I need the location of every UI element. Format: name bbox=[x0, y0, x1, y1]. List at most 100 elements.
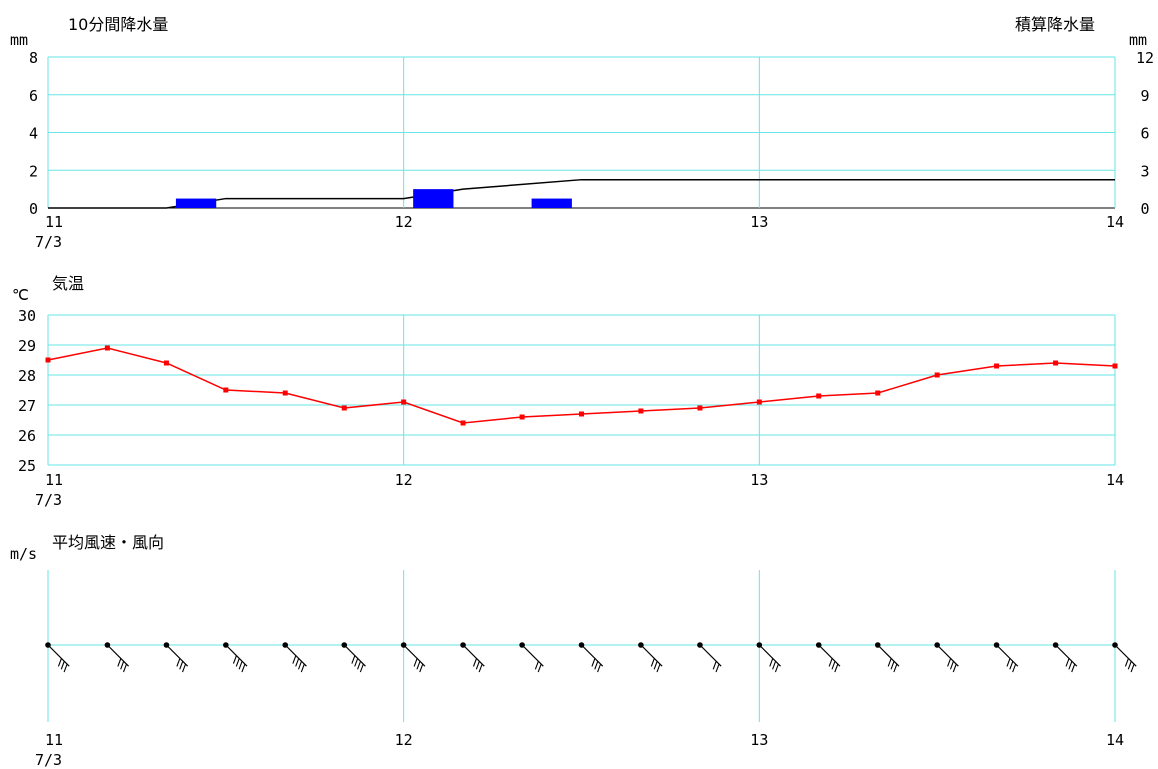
wind-barb-feather bbox=[949, 661, 954, 670]
y2-tick-label: 0 bbox=[1140, 200, 1149, 218]
wind-barb-feather bbox=[238, 661, 243, 670]
wind-barb-staff bbox=[1055, 644, 1078, 667]
wind-barb-feather bbox=[1068, 661, 1073, 670]
wind-barb bbox=[104, 642, 130, 673]
wind-barb-feather bbox=[656, 663, 661, 673]
y2-tick-label: 12 bbox=[1136, 49, 1154, 67]
temp-point bbox=[934, 372, 940, 378]
temp-point bbox=[1053, 360, 1059, 366]
wind-barb bbox=[934, 642, 959, 673]
temp-point bbox=[104, 345, 110, 351]
precip-bar bbox=[413, 189, 454, 208]
wind-barb-staff bbox=[47, 644, 70, 667]
temp-y-ticks: 30 29 28 27 26 25 bbox=[18, 307, 36, 475]
wind-barb-feather bbox=[893, 663, 898, 673]
wind-barb bbox=[460, 642, 485, 673]
wind-barb bbox=[993, 642, 1019, 673]
y-tick-label: 0 bbox=[29, 200, 38, 218]
temp-point bbox=[45, 357, 51, 363]
temp-point bbox=[282, 390, 288, 396]
precip-bar bbox=[531, 198, 572, 208]
wind-barb-feather bbox=[235, 658, 240, 667]
y-tick-label: 2 bbox=[29, 162, 38, 180]
wind-barb-feather bbox=[828, 658, 833, 667]
temp-point bbox=[163, 360, 169, 366]
temp-point bbox=[341, 405, 347, 411]
y-tick-label: 30 bbox=[18, 307, 36, 325]
wind-barb-feather bbox=[179, 661, 184, 670]
wind-barb bbox=[282, 642, 307, 673]
y2-tick-label: 6 bbox=[1140, 125, 1149, 143]
wind-barb-feather bbox=[472, 658, 478, 667]
temp-y-unit: ℃ bbox=[12, 286, 29, 304]
temp-line bbox=[45, 345, 1118, 426]
wind-barb bbox=[223, 642, 248, 673]
wind-barb-staff bbox=[936, 644, 959, 667]
precip-bar bbox=[175, 198, 217, 208]
wind-barb-staff bbox=[521, 644, 544, 667]
x-tick-label: 12 bbox=[395, 471, 413, 489]
wind-barb-feather bbox=[650, 658, 655, 667]
temp-point bbox=[875, 390, 881, 396]
wind-date-label: 7/3 bbox=[35, 751, 62, 769]
precip-bars bbox=[175, 189, 572, 208]
wind-barb-feather bbox=[351, 655, 356, 664]
wind-barb-feather bbox=[774, 663, 779, 673]
wind-barb bbox=[163, 642, 189, 673]
y-tick-label: 28 bbox=[18, 367, 36, 385]
precip-title: 10分間降水量 bbox=[68, 15, 168, 34]
wind-barb-feather bbox=[887, 658, 892, 667]
precip-grid bbox=[47, 56, 1116, 209]
wind-barb-feather bbox=[295, 658, 300, 667]
temp-point bbox=[579, 411, 584, 417]
wind-barb bbox=[400, 642, 426, 673]
wind-barb-feather bbox=[357, 661, 362, 670]
y-tick-label: 8 bbox=[29, 49, 38, 67]
wind-barb bbox=[697, 642, 722, 673]
wind-barb-feather bbox=[354, 658, 359, 667]
wind-barb-staff bbox=[758, 644, 781, 667]
x-tick-label: 11 bbox=[45, 471, 63, 489]
precip-y-unit: mm bbox=[10, 31, 28, 49]
wind-barb-feather bbox=[478, 663, 483, 673]
precip-date-label: 7/3 bbox=[35, 233, 62, 251]
wind-barb-feather bbox=[300, 663, 305, 673]
wind-barb-feather bbox=[534, 661, 539, 670]
y-tick-label: 29 bbox=[18, 337, 36, 355]
wind-barb-feather bbox=[597, 663, 602, 673]
wind-barb-feather bbox=[712, 661, 717, 670]
temp-point bbox=[460, 420, 466, 426]
wind-barb bbox=[519, 642, 544, 673]
wind-barb-feather bbox=[359, 663, 364, 673]
wind-barb-feather bbox=[1124, 658, 1129, 667]
wind-barb bbox=[1052, 642, 1078, 673]
temp-point bbox=[519, 414, 525, 420]
y-tick-label: 26 bbox=[18, 427, 36, 445]
wind-barb-feather bbox=[769, 658, 774, 667]
temp-grid bbox=[47, 314, 1116, 466]
wind-barb-feather bbox=[653, 661, 658, 670]
wind-barb-feather bbox=[831, 661, 836, 670]
y-tick-label: 4 bbox=[29, 125, 38, 143]
wind-barb-feather bbox=[120, 661, 125, 670]
temp-point bbox=[994, 363, 1000, 369]
x-tick-label: 13 bbox=[750, 731, 768, 749]
wind-barb-feather bbox=[1009, 661, 1014, 670]
wind-barb-feather bbox=[1071, 663, 1076, 673]
x-tick-label: 12 bbox=[395, 213, 413, 231]
wind-barb-feather bbox=[117, 658, 122, 667]
precip-y-ticks: 8 6 4 2 0 bbox=[29, 49, 38, 218]
wind-barb-feather bbox=[232, 655, 237, 664]
wind-barb-feather bbox=[834, 663, 839, 673]
wind-barb-feather bbox=[1130, 663, 1135, 673]
temp-title: 気温 bbox=[52, 274, 84, 293]
temp-point bbox=[1112, 363, 1118, 369]
wind-barb-feather bbox=[297, 661, 303, 670]
x-tick-label: 11 bbox=[45, 731, 63, 749]
y-tick-label: 25 bbox=[18, 457, 36, 475]
wind-title: 平均風速・風向 bbox=[52, 533, 164, 552]
temperature-panel: 気温 ℃ 30 29 28 27 26 25 11 12 13 14 7/3 bbox=[12, 274, 1124, 509]
wind-barb-staff bbox=[581, 644, 604, 667]
